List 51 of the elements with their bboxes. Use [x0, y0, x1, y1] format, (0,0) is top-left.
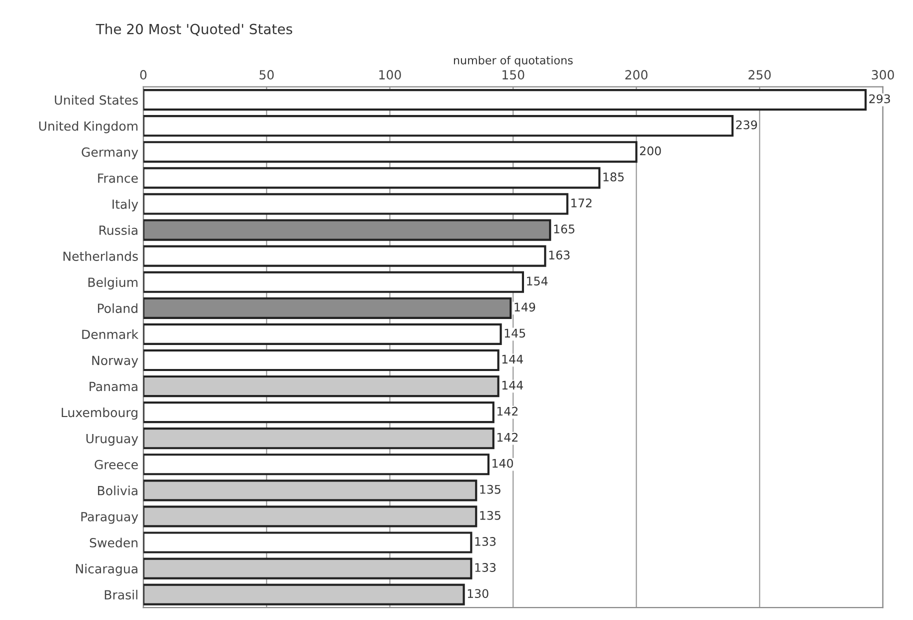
- y-tick-label: Russia: [100, 225, 138, 235]
- x-tick-label: 150: [502, 70, 524, 80]
- data-label: 133: [475, 536, 496, 546]
- y-tick-label: Luxembourg: [62, 408, 138, 420]
- y-tick-label: Netherlands: [64, 251, 138, 261]
- data-label: 185: [603, 172, 624, 182]
- y-tick-label: Sweden: [90, 538, 138, 548]
- data-label: 135: [480, 484, 500, 494]
- y-tick-label: Denmark: [82, 329, 138, 340]
- x-tick-label: 300: [872, 70, 894, 80]
- y-tick-label: United States: [54, 95, 138, 105]
- data-label: 140: [492, 458, 513, 468]
- data-label: 239: [736, 120, 757, 130]
- data-label: 165: [554, 224, 574, 234]
- data-label: 200: [640, 146, 661, 156]
- y-tick-label: Brasil: [104, 590, 138, 600]
- bar: [143, 428, 494, 450]
- y-tick-label: Belgium: [88, 277, 138, 290]
- x-tick-label: 50: [260, 70, 274, 80]
- bar: [143, 375, 500, 398]
- data-label: 142: [497, 432, 518, 442]
- data-label: 135: [480, 510, 500, 520]
- y-tick-label: Norway: [92, 356, 138, 368]
- data-label: 149: [514, 302, 536, 312]
- x-tick-label: 200: [625, 70, 648, 80]
- x-tick-label: 0: [140, 70, 146, 80]
- y-tick-label: Greece: [94, 460, 138, 470]
- y-tick-label: Poland: [98, 303, 138, 314]
- data-label: 142: [497, 406, 518, 416]
- y-tick-label: United Kingdom: [39, 121, 138, 134]
- chart-title: The 20 Most 'Quoted' States: [96, 24, 292, 36]
- y-tick-label: Italy: [112, 199, 138, 212]
- y-tick-label: Nicaragua: [76, 564, 138, 576]
- y-tick-label: Paraguay: [81, 512, 138, 524]
- data-label: 145: [504, 328, 526, 338]
- data-label: 144: [502, 380, 523, 390]
- data-label: 293: [869, 94, 890, 104]
- y-tick-label: Panama: [90, 382, 138, 392]
- data-label: 163: [549, 250, 570, 260]
- x-tick-label: 250: [748, 70, 771, 80]
- y-tick-label: Bolivia: [98, 486, 138, 496]
- data-label: 133: [475, 563, 496, 572]
- y-tick-label: Germany: [82, 147, 138, 160]
- data-label: 144: [502, 354, 523, 364]
- x-tick-label: 100: [379, 70, 401, 80]
- y-tick-label: Uruguay: [86, 434, 138, 446]
- data-label: 154: [527, 276, 548, 286]
- data-label: 172: [571, 198, 592, 208]
- x-axis-title: number of quotations: [454, 56, 573, 67]
- data-label: 130: [468, 589, 488, 598]
- y-tick-label: France: [98, 174, 138, 183]
